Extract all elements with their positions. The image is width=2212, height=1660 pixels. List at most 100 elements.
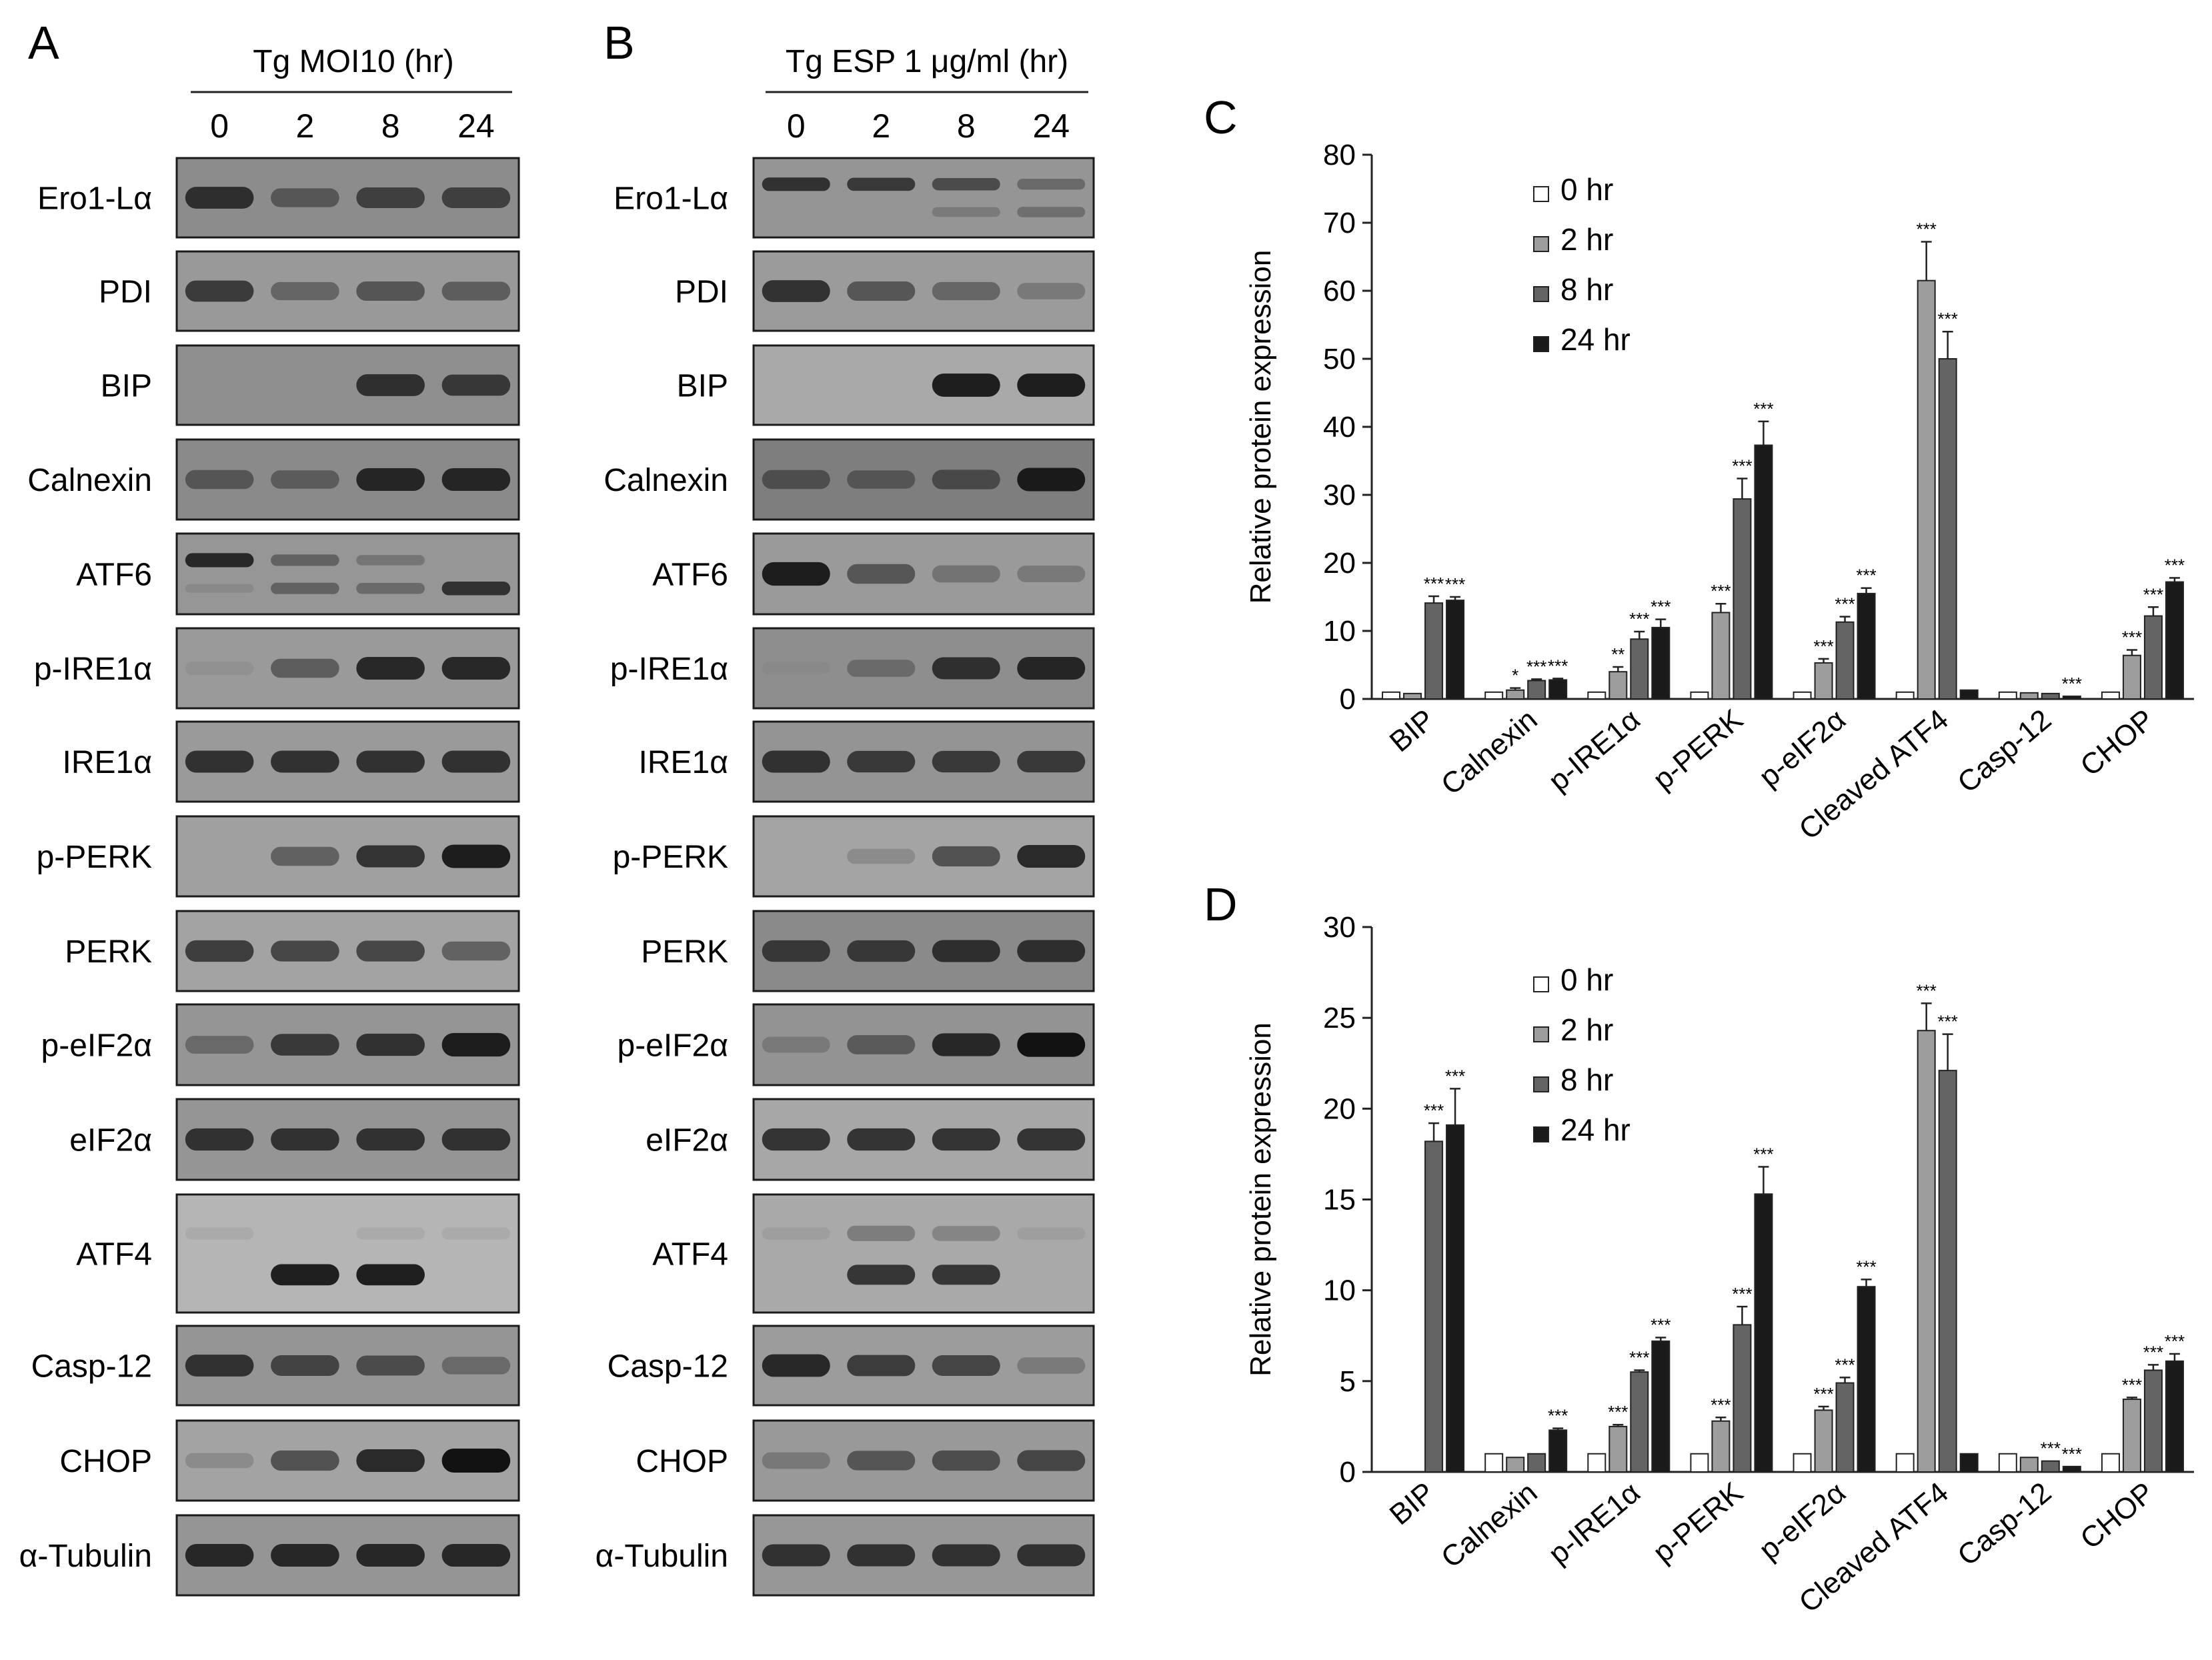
bar xyxy=(2165,1360,2184,1473)
protein-band xyxy=(762,280,830,302)
legend-label: 0 hr xyxy=(1560,962,1613,997)
y-tick-label: 80 xyxy=(1323,139,1356,171)
blot-membrane xyxy=(175,532,520,616)
bar xyxy=(2165,581,2184,700)
bar xyxy=(1895,691,1915,700)
protein-band xyxy=(1017,468,1086,492)
protein-band xyxy=(185,1036,254,1054)
protein-band xyxy=(847,1451,916,1471)
protein-band xyxy=(1017,1357,1086,1374)
y-tick-label: 0 xyxy=(1340,683,1356,716)
protein-band xyxy=(271,658,339,678)
bar xyxy=(1446,1124,1465,1473)
protein-band xyxy=(932,1128,1000,1151)
y-tick-label: 20 xyxy=(1323,547,1356,580)
legend-label: 8 hr xyxy=(1560,1062,1613,1097)
blot-row: PDI xyxy=(99,250,520,332)
significance-marker: *** xyxy=(1938,1012,1958,1032)
protein-band xyxy=(441,468,511,492)
bar xyxy=(1506,689,1525,700)
protein-band xyxy=(271,1264,339,1286)
legend-swatch xyxy=(1533,1076,1549,1092)
significance-marker: *** xyxy=(1629,609,1649,629)
protein-band xyxy=(762,470,830,490)
legend-label: 0 hr xyxy=(1560,172,1613,207)
protein-band xyxy=(271,1355,339,1376)
protein-label: Ero1-Lα xyxy=(37,181,152,217)
bar xyxy=(1733,1324,1752,1473)
bar xyxy=(2143,1369,2163,1473)
protein-label: ATF6 xyxy=(652,558,728,593)
significance-marker: *** xyxy=(2062,674,2082,694)
bar xyxy=(1711,612,1731,700)
blot-row: ATF4 xyxy=(76,1193,520,1314)
protein-label: PERK xyxy=(641,934,728,970)
panel-label: C xyxy=(1204,91,1238,143)
protein-band xyxy=(185,584,254,593)
bar xyxy=(1403,692,1422,700)
bar xyxy=(1835,1382,1855,1473)
significance-marker: *** xyxy=(2165,1331,2185,1351)
blot-row: Casp-12 xyxy=(31,1325,520,1407)
protein-band xyxy=(847,1128,916,1151)
protein-band xyxy=(847,1265,916,1285)
protein-band xyxy=(271,554,339,566)
protein-band xyxy=(1017,1227,1086,1240)
legend-swatch xyxy=(1533,286,1549,302)
timepoint-label: 2 xyxy=(872,107,890,145)
category-label: Calnexin xyxy=(1435,1476,1544,1575)
protein-band xyxy=(441,1032,511,1057)
blot-membrane xyxy=(752,1193,1095,1314)
protein-band xyxy=(847,1355,916,1377)
protein-band xyxy=(356,374,425,396)
protein-band xyxy=(762,1452,830,1469)
protein-band xyxy=(271,1543,339,1567)
timepoint-label: 8 xyxy=(957,107,976,145)
protein-band xyxy=(356,1543,425,1567)
protein-label: p-IRE1α xyxy=(34,652,152,687)
protein-band xyxy=(185,187,254,209)
y-tick-label: 70 xyxy=(1323,207,1356,239)
protein-band xyxy=(356,1227,425,1240)
bar xyxy=(1484,1453,1504,1473)
protein-band xyxy=(185,1453,254,1469)
legend-label: 24 hr xyxy=(1560,1112,1630,1147)
bar xyxy=(2122,654,2141,700)
protein-band xyxy=(932,1226,1000,1241)
timepoint-label: 24 xyxy=(457,107,495,145)
panel-label: B xyxy=(604,17,635,69)
bar xyxy=(1998,691,2017,700)
protein-band xyxy=(185,280,254,302)
protein-band xyxy=(1017,1450,1086,1471)
bar xyxy=(1548,1429,1568,1473)
blot-row: ATF4 xyxy=(652,1193,1095,1314)
protein-label: eIF2α xyxy=(69,1123,152,1158)
significance-marker: *** xyxy=(1917,980,1937,1000)
protein-label: Calnexin xyxy=(27,463,152,498)
protein-band xyxy=(441,656,511,680)
y-tick-label: 10 xyxy=(1323,1275,1356,1307)
y-tick-label: 50 xyxy=(1323,343,1356,375)
bar xyxy=(2122,1399,2141,1473)
category-label: Casp-12 xyxy=(1951,703,2057,799)
bar xyxy=(1938,1070,1957,1473)
significance-marker: *** xyxy=(1548,656,1568,676)
protein-band xyxy=(1017,1128,1086,1151)
bar xyxy=(2019,1457,2039,1473)
bar xyxy=(1608,671,1628,700)
bar xyxy=(1938,358,1957,700)
bar xyxy=(1711,1420,1731,1473)
significance-marker: *** xyxy=(1856,566,1876,586)
y-tick-label: 30 xyxy=(1323,911,1356,944)
protein-band xyxy=(356,281,425,301)
protein-band xyxy=(356,468,425,492)
bar xyxy=(1382,691,1401,700)
bar xyxy=(1651,626,1671,700)
chart-panel-c: C 0 10 20 30 40 50 60 70 80 Relative protein expre… xyxy=(1204,91,2194,846)
protein-band xyxy=(356,555,425,566)
protein-band xyxy=(271,188,339,207)
blot-row: PERK xyxy=(641,910,1095,992)
protein-label: Casp-12 xyxy=(608,1349,728,1385)
significance-marker: * xyxy=(1512,666,1518,686)
